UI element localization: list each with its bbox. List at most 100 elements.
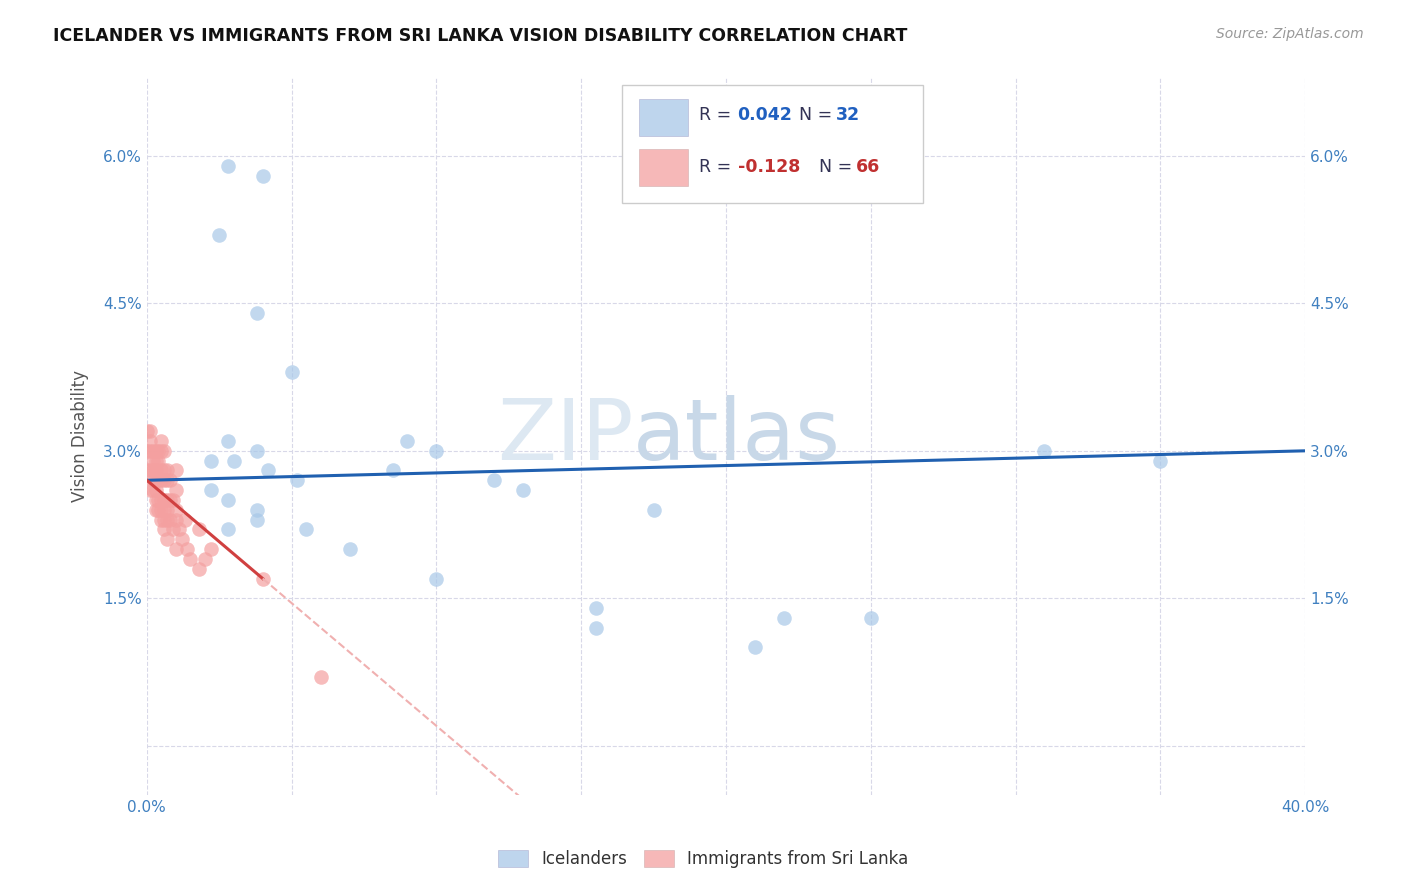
Point xyxy=(165,502,187,516)
Point xyxy=(153,502,176,516)
Point xyxy=(165,483,187,497)
Text: N =: N = xyxy=(799,106,832,125)
Point xyxy=(217,523,239,537)
Point xyxy=(156,502,179,516)
Point xyxy=(512,483,534,497)
Point xyxy=(139,434,162,448)
Point xyxy=(165,463,187,477)
Point xyxy=(135,424,157,438)
Point xyxy=(425,443,447,458)
Point xyxy=(156,492,179,507)
Text: Source: ZipAtlas.com: Source: ZipAtlas.com xyxy=(1216,27,1364,41)
Point xyxy=(142,483,165,497)
Point xyxy=(295,523,318,537)
Point xyxy=(162,492,184,507)
FancyBboxPatch shape xyxy=(621,85,922,203)
Point xyxy=(135,443,157,458)
Point xyxy=(153,473,176,487)
Point xyxy=(153,443,176,458)
Point xyxy=(150,463,173,477)
Point xyxy=(309,670,332,684)
Point xyxy=(217,159,239,173)
Point xyxy=(200,483,222,497)
Text: N =: N = xyxy=(818,158,852,176)
Point xyxy=(162,523,184,537)
Point xyxy=(165,542,187,557)
Point xyxy=(142,453,165,467)
Point xyxy=(585,621,607,635)
Text: 66: 66 xyxy=(856,158,880,176)
Point xyxy=(148,453,170,467)
Point xyxy=(167,523,190,537)
Point xyxy=(135,463,157,477)
Point xyxy=(252,169,274,183)
Point xyxy=(139,483,162,497)
Point xyxy=(148,473,170,487)
Point xyxy=(200,542,222,557)
Point xyxy=(222,453,245,467)
Point xyxy=(148,492,170,507)
Text: R =: R = xyxy=(699,106,731,125)
Text: -0.128: -0.128 xyxy=(738,158,800,176)
Point xyxy=(159,492,181,507)
Point xyxy=(150,502,173,516)
Point xyxy=(217,492,239,507)
Point xyxy=(1033,443,1056,458)
Point xyxy=(142,473,165,487)
Point xyxy=(159,512,181,526)
Point xyxy=(1149,453,1171,467)
Point xyxy=(156,463,179,477)
Text: R =: R = xyxy=(699,158,731,176)
Point xyxy=(139,424,162,438)
Y-axis label: Vision Disability: Vision Disability xyxy=(72,370,89,502)
Text: ICELANDER VS IMMIGRANTS FROM SRI LANKA VISION DISABILITY CORRELATION CHART: ICELANDER VS IMMIGRANTS FROM SRI LANKA V… xyxy=(53,27,908,45)
Text: 0.042: 0.042 xyxy=(738,106,793,125)
FancyBboxPatch shape xyxy=(640,149,688,186)
Point xyxy=(773,611,796,625)
Point xyxy=(145,453,167,467)
Point xyxy=(425,572,447,586)
Point xyxy=(188,523,211,537)
Legend: Icelanders, Immigrants from Sri Lanka: Icelanders, Immigrants from Sri Lanka xyxy=(491,843,915,875)
Point xyxy=(153,523,176,537)
Point xyxy=(200,453,222,467)
Point xyxy=(142,463,165,477)
Point xyxy=(139,443,162,458)
Point xyxy=(246,502,269,516)
Point xyxy=(246,306,269,320)
Point xyxy=(173,512,195,526)
Point xyxy=(287,473,309,487)
Point xyxy=(643,502,665,516)
Point xyxy=(145,463,167,477)
Point xyxy=(150,473,173,487)
Point xyxy=(145,502,167,516)
Point xyxy=(396,434,419,448)
Point xyxy=(188,562,211,576)
Point xyxy=(170,533,193,547)
Point xyxy=(156,512,179,526)
Point xyxy=(257,463,280,477)
Point xyxy=(159,473,181,487)
Point xyxy=(150,492,173,507)
Point xyxy=(139,463,162,477)
Point xyxy=(153,492,176,507)
Point xyxy=(145,492,167,507)
Point xyxy=(176,542,198,557)
Point xyxy=(382,463,405,477)
Point xyxy=(585,601,607,615)
Point xyxy=(145,473,167,487)
Point xyxy=(150,434,173,448)
Point xyxy=(484,473,506,487)
Point xyxy=(156,533,179,547)
Point xyxy=(153,512,176,526)
Point xyxy=(859,611,882,625)
Point xyxy=(156,473,179,487)
Point xyxy=(165,512,187,526)
Point xyxy=(153,463,176,477)
Text: 32: 32 xyxy=(837,106,860,125)
Point xyxy=(148,443,170,458)
Point xyxy=(246,512,269,526)
Point xyxy=(145,483,167,497)
Point xyxy=(150,443,173,458)
Point xyxy=(744,640,766,655)
